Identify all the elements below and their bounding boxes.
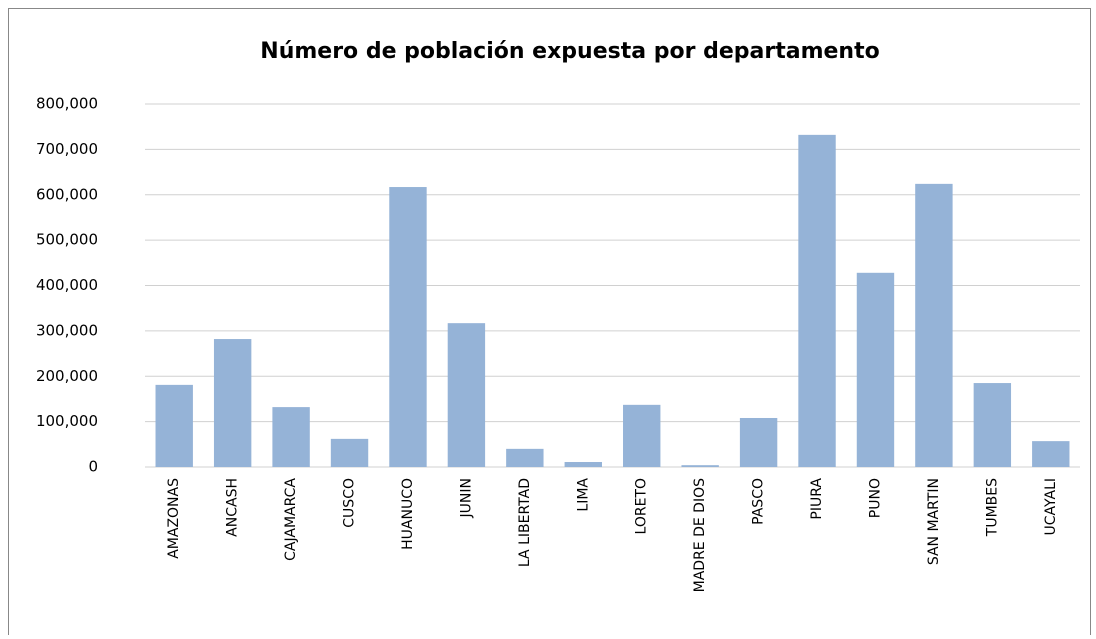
x-tick-label: LA LIBERTAD <box>517 478 533 567</box>
x-tick-label: LIMA <box>575 478 591 512</box>
bar <box>973 383 1012 467</box>
bar <box>447 323 486 467</box>
x-tick-label: CAJAMARCA <box>283 478 299 561</box>
x-tick-label: PIURA <box>809 478 825 520</box>
y-tick-label: 200,000 <box>36 367 98 385</box>
chart-frame <box>8 8 1091 639</box>
y-tick-label: 800,000 <box>36 95 98 113</box>
bar <box>213 339 252 467</box>
x-tick-label: LORETO <box>634 478 650 534</box>
y-tick-label: 0 <box>88 458 98 476</box>
y-tick-label: 700,000 <box>36 140 98 158</box>
bar <box>272 407 310 467</box>
bar <box>623 404 661 467</box>
bar <box>564 462 602 467</box>
x-tick-label: ANCASH <box>225 478 241 537</box>
x-tick-label: JUNIN <box>458 478 474 518</box>
y-tick-label: 100,000 <box>36 412 98 430</box>
bar <box>506 448 544 467</box>
bar <box>739 417 778 467</box>
x-tick-label: UCAYALI <box>1043 478 1059 535</box>
chart-title: Número de población expuesta por departa… <box>260 39 879 64</box>
bar <box>798 134 836 468</box>
x-tick-label: HUANUCO <box>400 478 416 550</box>
y-tick-label: 400,000 <box>36 276 98 294</box>
x-tick-label: CUSCO <box>342 478 358 528</box>
bar <box>1032 441 1070 467</box>
bar <box>389 187 427 467</box>
bar <box>330 438 369 467</box>
x-tick-label: AMAZONAS <box>166 478 182 559</box>
x-tick-label: PASCO <box>751 478 767 525</box>
y-tick-label: 300,000 <box>36 321 98 339</box>
x-tick-label: MADRE DE DIOS <box>692 478 708 592</box>
y-tick-label: 600,000 <box>36 185 98 203</box>
bar <box>915 183 953 468</box>
x-tick-label: PUNO <box>867 478 883 518</box>
bar <box>155 384 193 467</box>
x-tick-label: SAN MARTIN <box>926 478 942 565</box>
x-tick-label: TUMBES <box>984 478 1000 537</box>
bar <box>681 465 719 467</box>
bar <box>856 272 895 467</box>
y-tick-label: 500,000 <box>36 231 98 249</box>
